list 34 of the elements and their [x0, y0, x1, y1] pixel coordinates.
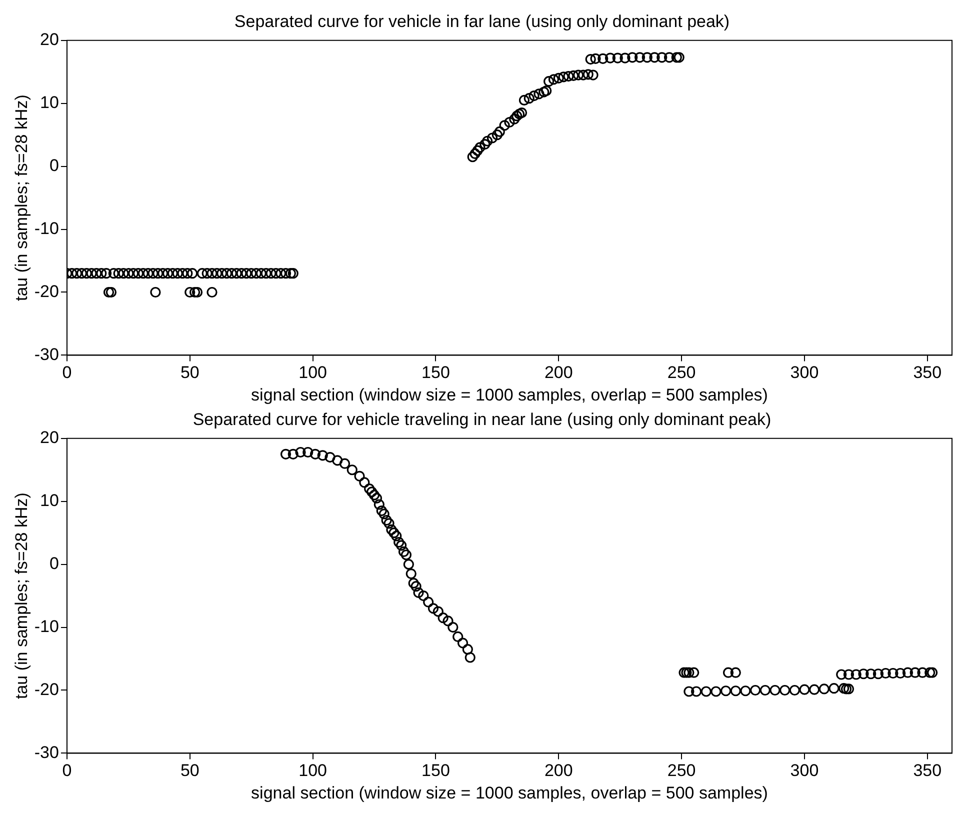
x-tick-label: 50 [180, 761, 200, 780]
x-tick-label: 150 [422, 363, 450, 382]
y-tick-label: -30 [34, 742, 59, 762]
x-tick-label: 0 [62, 363, 72, 382]
y-tick-label: 0 [50, 554, 59, 574]
x-tick-label: 250 [667, 761, 696, 780]
x-tick-label: 350 [913, 761, 942, 780]
y-tick-label: -20 [34, 282, 59, 301]
x-tick-label: 300 [790, 363, 819, 382]
x-tick-label: 100 [298, 761, 327, 780]
x-tick-label: 0 [62, 761, 72, 780]
y-tick-label: 0 [50, 156, 59, 176]
y-tick-label: -10 [34, 616, 59, 636]
x-tick-label: 250 [667, 363, 696, 382]
x-tick-label: 50 [180, 363, 200, 382]
x-tick-label: 200 [544, 363, 573, 382]
x-tick-label: 150 [422, 761, 450, 780]
y-tick-label: -30 [34, 344, 59, 364]
chart-title: Separated curve for vehicle in far lane (using only dominant peak) [234, 12, 730, 31]
y-tick-label: 10 [40, 491, 59, 510]
x-tick-label: 350 [913, 363, 942, 382]
x-axis-title: signal section (window size = 1000 samples, overlap = 500 samples) [251, 385, 768, 404]
y-axis-title: tau (in samples; fs=28 kHz) [12, 492, 31, 700]
y-tick-label: 20 [40, 30, 59, 50]
y-tick-label: -10 [34, 218, 59, 238]
x-tick-label: 100 [298, 363, 327, 382]
y-axis-title: tau (in samples; fs=28 kHz) [12, 94, 31, 302]
y-tick-label: 10 [40, 93, 59, 112]
y-tick-label: -20 [34, 680, 59, 699]
y-tick-label: 20 [40, 428, 59, 448]
x-axis-title: signal section (window size = 1000 samples, overlap = 500 samples) [251, 783, 768, 802]
x-tick-label: 200 [544, 761, 573, 780]
chart-title: Separated curve for vehicle traveling in near lane (using only dominant peak) [192, 410, 772, 429]
x-tick-label: 300 [790, 761, 819, 780]
